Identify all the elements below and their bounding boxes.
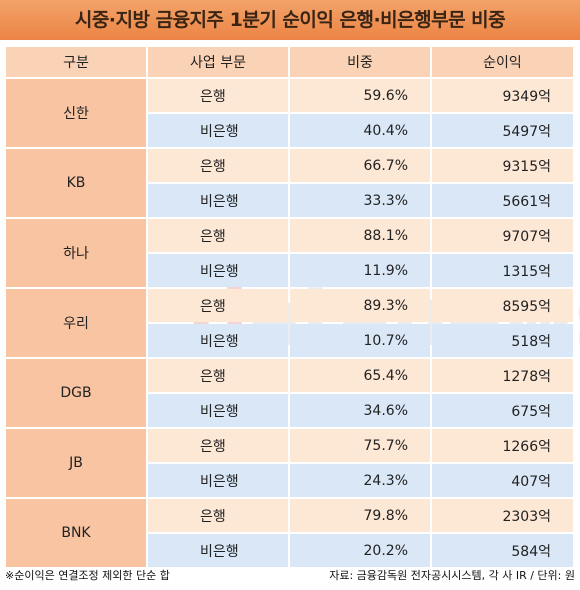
profit-cell: 518억 (432, 324, 573, 357)
header-row: 구분 사업 부문 비중 순이익 (6, 47, 573, 77)
company-cell: BNK (6, 499, 146, 567)
profit-cell: 584억 (432, 534, 573, 567)
table-row: JB 은행 75.7% 1266억 (6, 429, 573, 497)
table-title: 시중·지방 금융지주 1분기 순이익 은행·비은행부문 비중 (0, 0, 580, 40)
profit-cell: 8595억 (432, 289, 573, 322)
header-segment: 사업 부문 (148, 47, 288, 77)
company-cell: 하나 (6, 219, 146, 287)
table-row: DGB 은행 65.4% 1278억 (6, 359, 573, 427)
share-cell: 10.7% (290, 324, 430, 357)
segment-cell: 비은행 (148, 184, 288, 217)
segment-cell: 은행 (148, 149, 288, 182)
profit-cell: 9707억 (432, 219, 573, 252)
share-cell: 88.1% (290, 219, 430, 252)
profit-cell: 9315억 (432, 149, 573, 182)
table-row: 비은행 11.9% 1315억 (6, 254, 573, 287)
table-row: 하나 은행 88.1% 9707억 (6, 219, 573, 287)
share-cell: 65.4% (290, 359, 430, 392)
header-share: 비중 (290, 47, 430, 77)
table-row: 비은행 24.3% 407억 (6, 464, 573, 497)
segment-cell: 비은행 (148, 464, 288, 497)
profit-cell: 1266억 (432, 429, 573, 462)
header-net-profit: 순이익 (432, 47, 573, 77)
share-cell: 40.4% (290, 114, 430, 147)
segment-cell: 비은행 (148, 394, 288, 427)
profit-cell: 1278억 (432, 359, 573, 392)
company-cell: DGB (6, 359, 146, 427)
table-row: 우리 은행 89.3% 8595억 (6, 289, 573, 357)
share-cell: 79.8% (290, 499, 430, 532)
table-row: BNK 은행 79.8% 2303억 (6, 499, 573, 567)
share-cell: 33.3% (290, 184, 430, 217)
table-row: 비은행 20.2% 584억 (6, 534, 573, 567)
table-row: 비은행 34.6% 675억 (6, 394, 573, 427)
share-cell: 89.3% (290, 289, 430, 322)
company-cell: JB (6, 429, 146, 497)
segment-cell: 비은행 (148, 534, 288, 567)
share-cell: 59.6% (290, 79, 430, 112)
segment-cell: 은행 (148, 499, 288, 532)
share-cell: 34.6% (290, 394, 430, 427)
table-row: 비은행 10.7% 518억 (6, 324, 573, 357)
share-cell: 11.9% (290, 254, 430, 287)
source-note: 자료: 금융감독원 전자공시시스템, 각 사 IR / 단위: 원 (329, 569, 575, 582)
segment-cell: 비은행 (148, 254, 288, 287)
table-row: 신한 은행 59.6% 9349억 (6, 79, 573, 147)
segment-cell: 비은행 (148, 114, 288, 147)
table-row: KB 은행 66.7% 9315억 (6, 149, 573, 217)
profit-cell: 5661억 (432, 184, 573, 217)
table-row: 비은행 33.3% 5661억 (6, 184, 573, 217)
share-cell: 66.7% (290, 149, 430, 182)
segment-cell: 은행 (148, 429, 288, 462)
company-cell: KB (6, 149, 146, 217)
footnote: ※순이익은 연결조정 제외한 단순 합 (5, 569, 170, 582)
table-row: 비은행 40.4% 5497억 (6, 114, 573, 147)
profit-cell: 9349억 (432, 79, 573, 112)
profit-cell: 675억 (432, 394, 573, 427)
company-cell: 우리 (6, 289, 146, 357)
profit-cell: 2303억 (432, 499, 573, 532)
share-cell: 75.7% (290, 429, 430, 462)
segment-cell: 은행 (148, 289, 288, 322)
profit-cell: 5497억 (432, 114, 573, 147)
header-category: 구분 (6, 47, 146, 77)
segment-cell: 비은행 (148, 324, 288, 357)
company-cell: 신한 (6, 79, 146, 147)
segment-cell: 은행 (148, 79, 288, 112)
profit-share-table: 구분 사업 부문 비중 순이익 신한 은행 59.6% 9349억 비은행 40.4% 54… (4, 45, 575, 569)
segment-cell: 은행 (148, 219, 288, 252)
segment-cell: 은행 (148, 359, 288, 392)
share-cell: 24.3% (290, 464, 430, 497)
profit-cell: 1315억 (432, 254, 573, 287)
share-cell: 20.2% (290, 534, 430, 567)
profit-cell: 407억 (432, 464, 573, 497)
